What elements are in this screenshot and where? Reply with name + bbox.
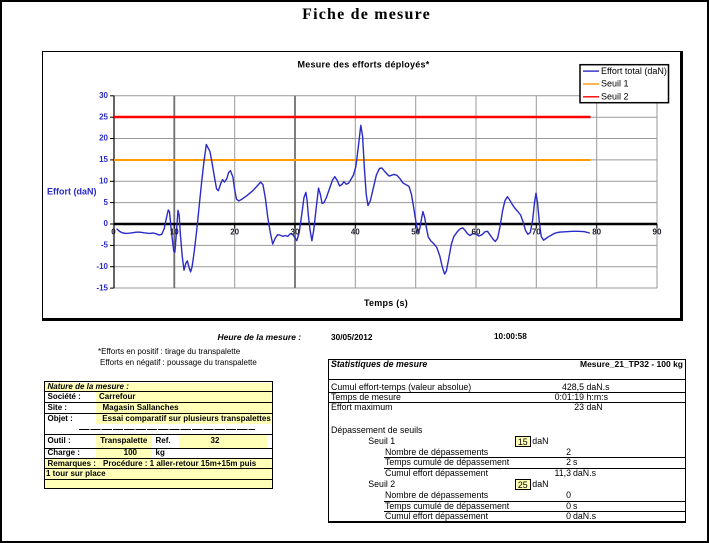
svg-text:-15: -15: [96, 283, 108, 292]
svg-text:Seuil 2: Seuil 2: [601, 92, 629, 102]
svg-text:10: 10: [99, 177, 108, 186]
svg-text:20: 20: [230, 228, 239, 237]
svg-text:-10: -10: [96, 262, 108, 271]
svg-text:0: 0: [111, 228, 116, 237]
svg-text:15: 15: [99, 155, 108, 164]
svg-text:50: 50: [411, 228, 420, 237]
svg-text:0: 0: [104, 219, 109, 228]
svg-text:Effort (daN): Effort (daN): [47, 186, 97, 196]
svg-text:10: 10: [170, 228, 179, 237]
svg-text:40: 40: [351, 228, 360, 237]
svg-text:30: 30: [291, 228, 300, 237]
svg-text:70: 70: [532, 228, 541, 237]
svg-text:30: 30: [99, 91, 108, 100]
svg-text:90: 90: [653, 228, 662, 237]
svg-text:25: 25: [99, 112, 108, 121]
svg-text:5: 5: [104, 198, 109, 207]
svg-text:60: 60: [472, 228, 481, 237]
svg-text:Mesure des efforts déployés*: Mesure des efforts déployés*: [297, 60, 429, 70]
svg-text:80: 80: [592, 228, 601, 237]
svg-text:-5: -5: [101, 241, 109, 250]
svg-text:20: 20: [99, 134, 108, 143]
svg-text:Temps (s): Temps (s): [364, 298, 408, 308]
svg-text:Seuil 1: Seuil 1: [601, 79, 629, 89]
svg-text:Effort total (daN): Effort total (daN): [601, 66, 667, 76]
